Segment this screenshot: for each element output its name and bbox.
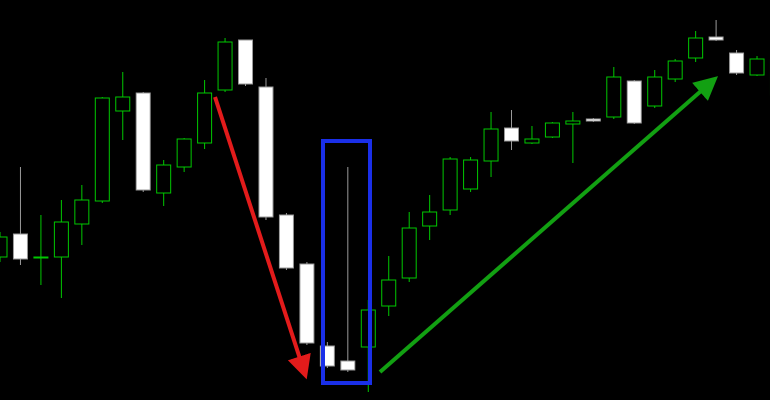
candle-body	[115, 96, 131, 112]
candle-body	[258, 86, 274, 218]
candle-body	[0, 236, 8, 258]
candle-body	[135, 92, 151, 191]
candle-body	[74, 199, 90, 225]
candle-body	[238, 39, 254, 85]
candle-body	[544, 122, 560, 138]
candle-body	[176, 138, 192, 168]
candle-body	[483, 128, 499, 162]
down-arrow	[213, 96, 311, 380]
candle-body	[749, 58, 765, 76]
candle-body	[94, 97, 110, 202]
candle-body	[442, 158, 458, 211]
candle-body	[53, 221, 69, 258]
candles	[0, 20, 770, 392]
candle-body	[565, 120, 581, 125]
candle-body	[381, 279, 397, 307]
candle-body	[688, 37, 704, 59]
highlight-box	[321, 139, 372, 385]
candle-body	[299, 263, 315, 344]
candle-body	[585, 118, 601, 122]
candle-body	[278, 214, 294, 269]
candle-body	[667, 60, 683, 80]
candle-body	[422, 211, 438, 227]
candle-body	[197, 92, 213, 144]
candle-body	[156, 164, 172, 194]
candle-body	[33, 256, 49, 259]
candle-body	[217, 41, 233, 91]
candle-body	[12, 233, 28, 260]
candle-body	[340, 360, 356, 371]
candle-body	[626, 80, 642, 124]
candle-body	[504, 127, 519, 142]
candle-body	[647, 76, 663, 107]
candle-body	[708, 36, 724, 41]
up-arrow	[378, 76, 719, 374]
candle-body	[463, 159, 479, 190]
candle-body	[401, 227, 417, 279]
candle-body	[524, 138, 540, 144]
candle-body	[729, 52, 745, 74]
candle-body	[606, 76, 622, 118]
